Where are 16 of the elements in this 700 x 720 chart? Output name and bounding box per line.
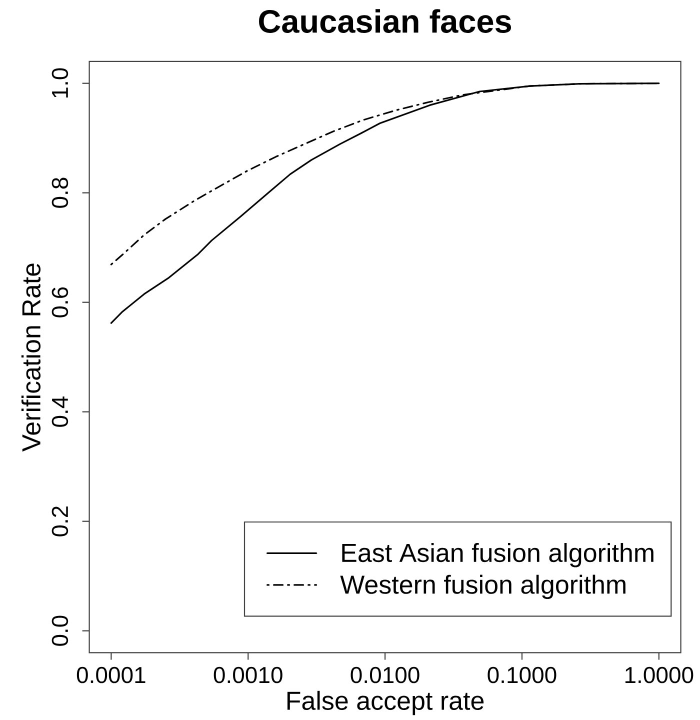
y-axis-title: Verification Rate [21,264,41,452]
legend-label: Western fusion algorithm [340,574,626,600]
y-tick-label: 0.4 [52,396,68,427]
x-axis-title: False accept rate [287,690,484,716]
x-tick-label: 1.0000 [625,666,694,684]
y-tick-label: 0.8 [52,178,68,208]
y-tick-label: 0.0 [52,616,68,646]
y-tick-label: 1.0 [52,68,68,98]
x-tick-label: 0.1000 [488,666,556,684]
y-tick-label: 0.2 [52,506,68,536]
x-tick-label: 0.0001 [76,666,146,684]
x-tick-label: 0.0010 [214,666,282,684]
y-tick-label: 0.6 [52,287,68,318]
x-tick-label: 0.0100 [350,666,420,684]
legend-label: East Asian fusion algorithm [342,542,654,568]
chart-title: Caucasian faces [259,9,512,33]
